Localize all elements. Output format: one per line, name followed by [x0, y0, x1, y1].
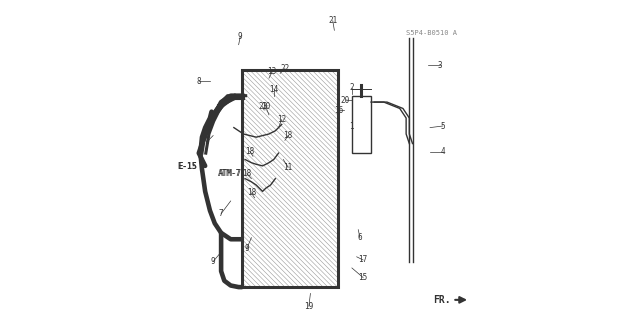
Text: 16: 16 — [335, 106, 344, 115]
Text: 3: 3 — [437, 61, 442, 70]
Bar — [352, 96, 371, 153]
Text: 12: 12 — [277, 115, 286, 124]
Text: 21: 21 — [328, 16, 337, 25]
Text: 15: 15 — [358, 273, 368, 282]
Text: 22: 22 — [280, 64, 289, 73]
Text: 9: 9 — [204, 137, 209, 146]
Text: 10: 10 — [261, 102, 270, 111]
Text: 18: 18 — [284, 131, 292, 140]
Text: 9: 9 — [238, 32, 243, 41]
Text: 20: 20 — [341, 96, 350, 105]
Text: 9: 9 — [244, 244, 249, 253]
Text: 5: 5 — [440, 122, 445, 130]
Text: 13: 13 — [268, 67, 276, 76]
Text: 11: 11 — [284, 163, 292, 172]
Text: E-15: E-15 — [178, 162, 198, 171]
Text: 23: 23 — [258, 102, 268, 111]
Text: 1: 1 — [349, 122, 354, 130]
Text: S5P4-B0510 A: S5P4-B0510 A — [406, 31, 457, 36]
Text: 8: 8 — [196, 77, 201, 86]
Text: 2: 2 — [349, 83, 354, 92]
Text: ATM-7: ATM-7 — [218, 169, 241, 178]
Text: 18: 18 — [247, 189, 256, 197]
Text: 7: 7 — [219, 209, 223, 218]
Text: FR.: FR. — [433, 295, 451, 305]
Text: 6: 6 — [358, 233, 362, 242]
Text: 4: 4 — [440, 147, 445, 156]
Text: E-15: E-15 — [179, 162, 197, 171]
Text: 14: 14 — [269, 85, 278, 94]
Text: 18: 18 — [242, 169, 252, 178]
Text: 17: 17 — [358, 256, 368, 264]
Text: ATM-7: ATM-7 — [219, 169, 243, 178]
Text: 9: 9 — [211, 257, 216, 266]
Text: 19: 19 — [304, 302, 314, 311]
Text: 18: 18 — [245, 147, 255, 156]
